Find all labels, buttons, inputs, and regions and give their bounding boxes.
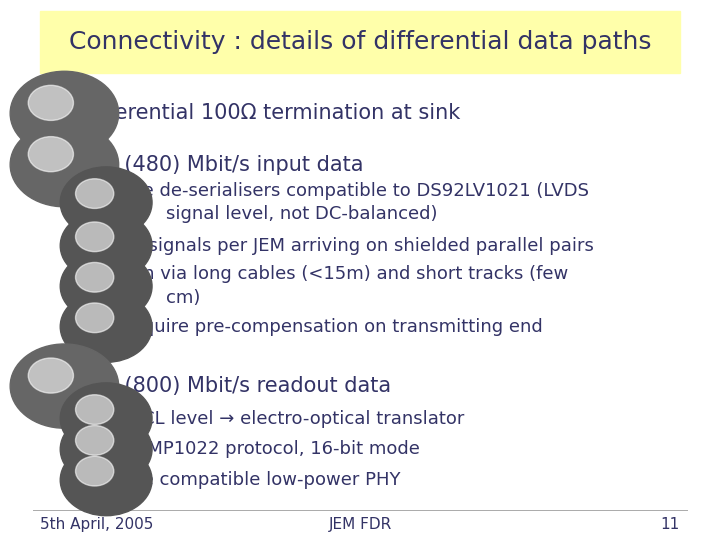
Text: Differential 100Ω termination at sink: Differential 100Ω termination at sink xyxy=(78,103,461,124)
Circle shape xyxy=(10,123,119,207)
Circle shape xyxy=(76,222,114,252)
Text: 640 (800) Mbit/s readout data: 640 (800) Mbit/s readout data xyxy=(78,376,392,396)
Circle shape xyxy=(60,210,152,281)
Text: PECL level → electro-optical translator: PECL level → electro-optical translator xyxy=(120,409,464,428)
Text: 400 (480) Mbit/s input data: 400 (480) Mbit/s input data xyxy=(78,154,364,175)
Text: 11: 11 xyxy=(661,517,680,532)
Text: 5th April, 2005: 5th April, 2005 xyxy=(40,517,153,532)
Text: Require pre-compensation on transmitting end: Require pre-compensation on transmitting… xyxy=(120,318,543,336)
Circle shape xyxy=(60,167,152,238)
Text: Run via long cables (<15m) and short tracks (few
        cm): Run via long cables (<15m) and short tra… xyxy=(120,265,568,307)
Text: JEM FDR: JEM FDR xyxy=(328,517,392,532)
Circle shape xyxy=(60,383,152,454)
Circle shape xyxy=(60,444,152,516)
Circle shape xyxy=(60,414,152,485)
Circle shape xyxy=(76,262,114,292)
Circle shape xyxy=(76,395,114,424)
Text: Use compatible low-power PHY: Use compatible low-power PHY xyxy=(120,471,400,489)
Circle shape xyxy=(28,85,73,120)
Circle shape xyxy=(60,251,152,322)
Circle shape xyxy=(28,358,73,393)
Text: HDMP1022 protocol, 16-bit mode: HDMP1022 protocol, 16-bit mode xyxy=(120,440,420,458)
Text: Use de-serialisers compatible to DS92LV1021 (LVDS
        signal level, not DC-b: Use de-serialisers compatible to DS92LV1… xyxy=(120,181,589,224)
Circle shape xyxy=(10,344,119,428)
FancyBboxPatch shape xyxy=(40,11,680,73)
Circle shape xyxy=(60,291,152,362)
Circle shape xyxy=(76,426,114,455)
Text: 88 signals per JEM arriving on shielded parallel pairs: 88 signals per JEM arriving on shielded … xyxy=(120,237,594,255)
Circle shape xyxy=(76,303,114,333)
Circle shape xyxy=(10,71,119,156)
Circle shape xyxy=(76,456,114,486)
Circle shape xyxy=(76,179,114,208)
Circle shape xyxy=(28,137,73,172)
Text: Connectivity : details of differential data paths: Connectivity : details of differential d… xyxy=(68,30,652,54)
